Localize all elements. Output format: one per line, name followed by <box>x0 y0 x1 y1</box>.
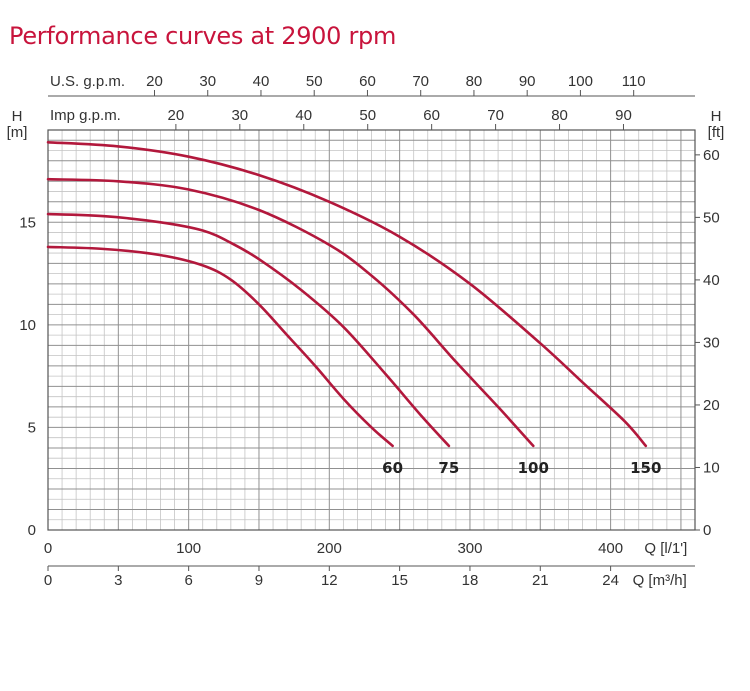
x-tick-label-lpm: 400 <box>598 540 623 557</box>
y-tick-label-m: 0 <box>28 522 36 539</box>
curve-100 <box>46 177 535 448</box>
y-tick-label-ft: 60 <box>703 147 720 164</box>
curve-60 <box>46 245 394 448</box>
imp-gpm-tick-label: 50 <box>359 107 376 124</box>
x-tick-label-lpm: 0 <box>44 540 52 557</box>
x-axis-label-m3h: Q [m³/h] <box>633 572 687 589</box>
chart-title: Performance curves at 2900 rpm <box>9 22 397 50</box>
imp-gpm-label: Imp g.p.m. <box>50 107 121 124</box>
curve-label-60: 60 <box>382 459 403 477</box>
x-tick-label-m3h: 0 <box>44 572 52 589</box>
y-tick-label-m: 15 <box>19 214 36 231</box>
imp-gpm-tick-label: 20 <box>168 107 185 124</box>
x-tick-label-m3h: 12 <box>321 572 338 589</box>
us-gpm-tick-label: 40 <box>253 73 270 90</box>
x-tick-label-m3h: 15 <box>391 572 408 589</box>
x-tick-label-m3h: 24 <box>602 572 619 589</box>
left-axis-unit: [m] <box>7 124 28 141</box>
x-tick-label-lpm: 300 <box>457 540 482 557</box>
x-tick-label-m3h: 9 <box>255 572 263 589</box>
imp-gpm-tick-label: 90 <box>615 107 632 124</box>
y-tick-label-ft: 20 <box>703 397 720 414</box>
us-gpm-tick-label: 100 <box>568 73 593 90</box>
right-axis-h: H <box>711 108 722 125</box>
x-tick-label-m3h: 18 <box>462 572 479 589</box>
imp-gpm-tick-label: 70 <box>487 107 504 124</box>
right-axis-unit: [ft] <box>708 124 725 141</box>
imp-gpm-tick-label: 30 <box>231 107 248 124</box>
curve-label-100: 100 <box>518 459 549 477</box>
left-axis-h: H <box>12 108 23 125</box>
y-tick-label-ft: 0 <box>703 522 711 539</box>
us-gpm-tick-label: 20 <box>146 73 163 90</box>
x-tick-label-lpm: 100 <box>176 540 201 557</box>
imp-gpm-tick-label: 40 <box>295 107 312 124</box>
y-tick-label-ft: 30 <box>703 334 720 351</box>
y-tick-label-ft: 40 <box>703 272 720 289</box>
us-gpm-label: U.S. g.p.m. <box>50 73 125 90</box>
x-tick-label-lpm: 200 <box>317 540 342 557</box>
us-gpm-tick-label: 50 <box>306 73 323 90</box>
y-tick-label-ft: 10 <box>703 459 720 476</box>
x-axis-label-lpm: Q [l/1'] <box>644 540 687 557</box>
us-gpm-tick-label: 60 <box>359 73 376 90</box>
us-gpm-tick-label: 70 <box>412 73 429 90</box>
x-tick-label-m3h: 3 <box>114 572 122 589</box>
x-tick-label-m3h: 21 <box>532 572 549 589</box>
y-tick-label-m: 10 <box>19 317 36 334</box>
curve-150 <box>46 141 648 448</box>
x-tick-label-m3h: 6 <box>184 572 192 589</box>
y-tick-label-m: 5 <box>28 419 36 436</box>
curve-75 <box>46 212 451 448</box>
imp-gpm-tick-label: 60 <box>423 107 440 124</box>
curve-label-75: 75 <box>438 459 459 477</box>
us-gpm-tick-label: 110 <box>622 73 646 90</box>
us-gpm-tick-label: 80 <box>466 73 483 90</box>
curve-label-150: 150 <box>630 459 661 477</box>
y-tick-label-ft: 50 <box>703 209 720 226</box>
us-gpm-tick-label: 30 <box>199 73 216 90</box>
imp-gpm-tick-label: 80 <box>551 107 568 124</box>
us-gpm-tick-label: 90 <box>519 73 536 90</box>
